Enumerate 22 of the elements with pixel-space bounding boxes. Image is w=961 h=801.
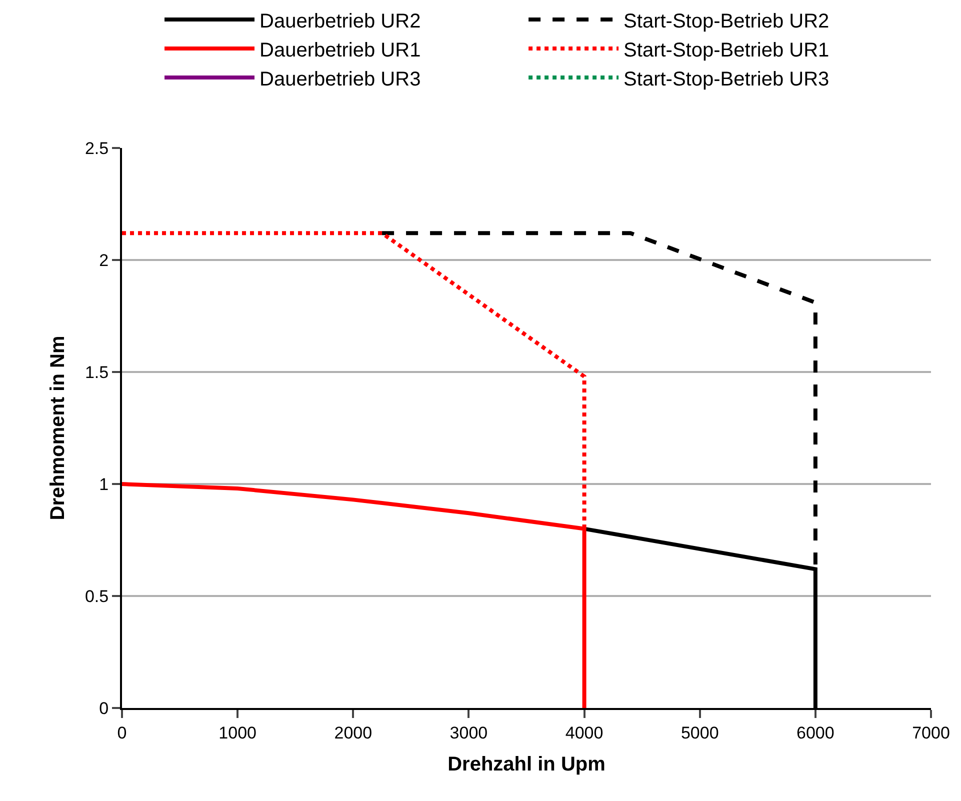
x-tick-label: 6000	[796, 723, 834, 742]
x-tick-label: 7000	[912, 723, 950, 742]
y-tick-label: 2	[99, 250, 109, 270]
x-axis-title: Drehzahl in Upm	[448, 753, 606, 776]
x-tick-label: 4000	[565, 723, 604, 742]
legend-label: Start-Stop-Betrieb UR2	[624, 10, 830, 32]
legend-label: Dauerbetrieb UR1	[260, 39, 421, 62]
legend-label: Start-Stop-Betrieb UR1	[624, 39, 830, 62]
y-axis-title: Drehmoment in Nm	[46, 336, 69, 520]
y-tick-label: 1	[99, 474, 109, 494]
x-tick-label: 3000	[450, 723, 488, 742]
y-tick-label: 2.5	[84, 138, 109, 158]
legend-label: Dauerbetrieb UR2	[260, 10, 421, 32]
y-tick-label: 0	[99, 698, 109, 718]
y-tick-label: 0.5	[84, 586, 109, 606]
x-tick-label: 1000	[218, 723, 256, 742]
y-tick-label: 1.5	[84, 362, 109, 382]
x-tick-label: 0	[117, 723, 127, 742]
legend-label: Dauerbetrieb UR3	[260, 68, 421, 90]
x-tick-label: 5000	[680, 723, 719, 742]
x-tick-label: 2000	[334, 723, 372, 742]
legend-label: Start-Stop-Betrieb UR3	[624, 68, 830, 90]
